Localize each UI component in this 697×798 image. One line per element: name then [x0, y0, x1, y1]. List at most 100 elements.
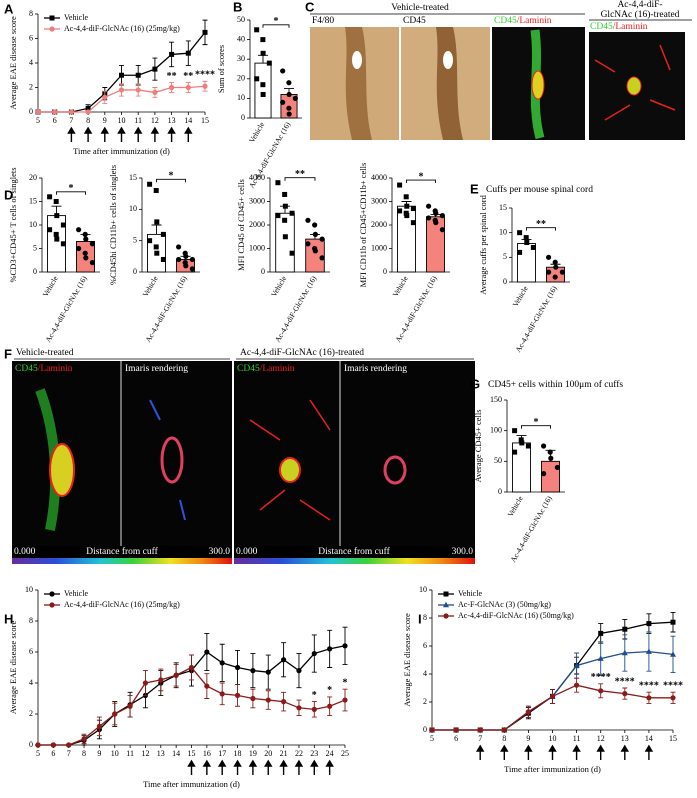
significance: * — [169, 171, 174, 182]
x-tick-label: 11 — [126, 749, 134, 758]
marker — [185, 84, 191, 91]
treatment-arrow — [279, 759, 288, 775]
significance: * — [327, 685, 332, 696]
y-tick-label: 0 — [29, 107, 33, 116]
legend-label: Vehicle — [458, 589, 482, 598]
y-axis-label: %CD45hi CD11b+ cells of singlets — [108, 165, 118, 285]
x-tick-label: 9 — [103, 116, 107, 125]
marker — [102, 94, 108, 100]
marker — [234, 664, 241, 671]
render-cuff — [160, 436, 184, 484]
significance: **** — [591, 672, 611, 683]
x-tick-label: 12 — [597, 734, 605, 743]
marker — [296, 668, 302, 674]
data-point — [517, 249, 523, 255]
y-tick-label: 0 — [133, 267, 137, 276]
significance: **** — [639, 680, 659, 691]
marker — [327, 703, 333, 709]
y-tick-label: 10 — [129, 204, 137, 213]
marker — [621, 649, 628, 656]
significance: **** — [195, 70, 215, 81]
legend-marker — [49, 602, 55, 608]
treatment-arrow — [133, 126, 143, 142]
group-label: Ac-4,4-diF-GlcNAc (16)-treated — [240, 347, 364, 358]
y-tick-label: 5 — [133, 235, 137, 244]
data-point — [282, 234, 288, 240]
data-point — [524, 240, 530, 246]
stain-red: /Laminin — [260, 364, 295, 374]
x-tick-label: 12 — [151, 116, 159, 125]
treatment-arrow — [310, 759, 319, 775]
data-point — [426, 215, 432, 221]
y-tick-label: 15 — [129, 173, 137, 182]
legend-label: Ac-F-GlcNAc (3) (50mg/kg) — [458, 600, 551, 609]
scale-label: Distance from cuff — [318, 546, 390, 557]
y-axis-label: Average cuffs per spinal cord — [478, 194, 488, 295]
marker — [573, 662, 580, 668]
data-point — [552, 274, 558, 280]
x-tick-label: 5 — [36, 749, 40, 758]
treatment-arrow — [184, 126, 193, 142]
data-point — [546, 254, 552, 260]
y-axis-label: %CD3+CD45+ T cells of singlets — [8, 167, 18, 282]
panel-label: G — [470, 376, 480, 391]
y-tick-label: 20 — [237, 74, 245, 83]
significance: ** — [536, 219, 546, 230]
y-tick-label: 4000 — [371, 173, 387, 182]
data-point — [305, 241, 311, 247]
treatment-arrow — [475, 744, 485, 760]
render-label: Imaris rendering — [125, 364, 188, 374]
panel-label: D — [4, 187, 13, 202]
y-tick-label: 6 — [29, 647, 33, 656]
x-tick-label: 14 — [645, 734, 653, 743]
data-point — [547, 449, 553, 455]
data-point — [60, 222, 66, 228]
data-point — [519, 440, 525, 446]
treatment-arrow — [67, 126, 76, 142]
marker — [50, 742, 56, 748]
x-axis-label: Time after immunization (d) — [73, 146, 170, 156]
stain-label: CD45/Laminin — [590, 22, 648, 32]
x-tick-label: Vehicle — [511, 284, 530, 309]
treatment-arrow — [644, 744, 654, 760]
x-tick-label: 7 — [67, 749, 71, 758]
treatment-arrow — [264, 759, 273, 775]
data-point — [89, 260, 95, 266]
legend-marker — [443, 601, 449, 608]
x-tick-label: 22 — [295, 749, 303, 758]
x-tick-label: 17 — [218, 749, 226, 758]
x-tick-label: 14 — [172, 749, 180, 758]
panel-label: I — [418, 611, 422, 626]
x-tick-label: 6 — [53, 116, 57, 125]
data-point — [189, 266, 195, 272]
cuff — [49, 443, 75, 497]
scale-strip — [12, 546, 232, 558]
data-point — [153, 244, 159, 250]
data-point — [83, 236, 89, 242]
data-point — [89, 241, 95, 247]
marker — [574, 682, 580, 688]
y-tick-label: 0 — [503, 277, 507, 286]
y-tick-label: 20 — [29, 173, 37, 182]
data-point — [260, 82, 266, 88]
y-tick-label: 50 — [494, 456, 502, 465]
y-tick-label: 50 — [237, 15, 245, 24]
marker — [112, 711, 118, 717]
stain-red: /Laminin — [613, 22, 648, 32]
panel-label: H — [4, 611, 13, 626]
data-point — [553, 264, 559, 270]
marker — [152, 89, 158, 95]
y-tick-label: 30 — [237, 54, 245, 63]
data-point — [54, 213, 60, 219]
panel-label: B — [233, 0, 242, 14]
y-tick-label: 6 — [423, 641, 427, 650]
marker — [68, 109, 74, 115]
x-tick-label: 13 — [168, 116, 176, 125]
panel-label: E — [470, 181, 479, 196]
x-tick-label: 10 — [549, 734, 557, 743]
significance-bracket — [406, 179, 436, 184]
marker — [118, 87, 125, 93]
x-tick-label: 12 — [141, 749, 149, 758]
significance: ** — [183, 71, 193, 82]
x-axis-label: Time after immunization (d) — [143, 779, 240, 789]
